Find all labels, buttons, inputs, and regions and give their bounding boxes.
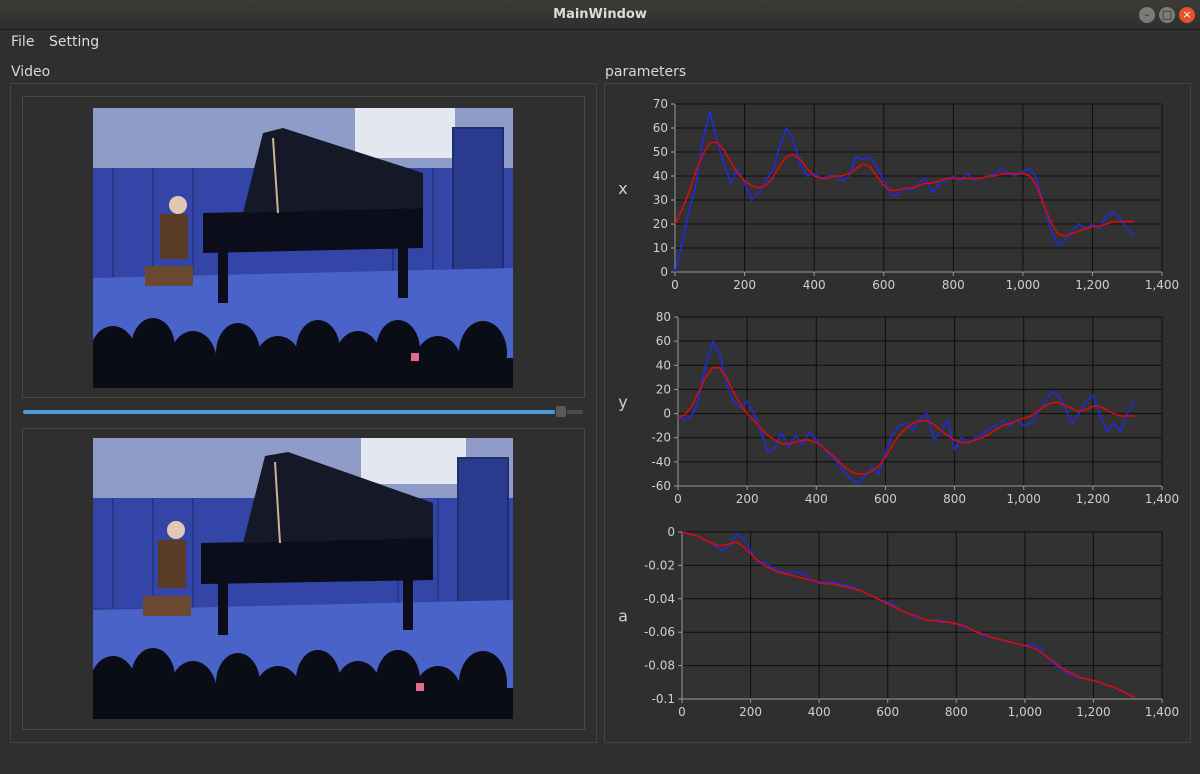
menu-setting[interactable]: Setting xyxy=(49,34,100,50)
original-video xyxy=(93,108,513,388)
y-tick-label: 10 xyxy=(653,241,668,255)
x-tick-label: 400 xyxy=(808,705,831,719)
title-bar: MainWindow – □ × xyxy=(0,0,1200,30)
y-chart: 0 200 400 600 800 1,000 1,200 1,400 -60 -40 -20 0 20… xyxy=(618,310,1179,506)
y-tick-label: -20 xyxy=(651,431,671,445)
smoothed-series-line xyxy=(681,531,1135,699)
x-tick-label: 600 xyxy=(874,492,897,506)
stabilized-video xyxy=(93,438,513,719)
a-chart: 0 200 400 600 800 1,000 1,200 1,400 -0.1 -0.08 -0.… xyxy=(618,525,1179,719)
close-icon[interactable]: × xyxy=(1179,7,1195,23)
x-tick-label: 1,200 xyxy=(1076,492,1110,506)
y-tick-label: 20 xyxy=(656,382,671,396)
x-tick-label: 200 xyxy=(736,492,759,506)
x-tick-label: 800 xyxy=(943,492,966,506)
x-tick-label: 200 xyxy=(739,705,762,719)
parameters-section-label: parameters xyxy=(605,64,687,80)
plot-area xyxy=(682,532,1162,699)
y-axis-label: x xyxy=(618,179,627,198)
x-tick-label: 1,000 xyxy=(1007,492,1041,506)
x-tick-label: 1,000 xyxy=(1008,705,1042,719)
menu-bar: File Setting xyxy=(0,30,1200,54)
x-tick-label: 800 xyxy=(945,705,968,719)
y-tick-label: 40 xyxy=(656,358,671,372)
y-tick-label: 20 xyxy=(653,217,668,231)
x-tick-label: 400 xyxy=(805,492,828,506)
y-tick-label: 80 xyxy=(656,310,671,324)
smoothed-series-line xyxy=(677,366,1135,475)
smoothed-series-line xyxy=(674,141,1135,237)
maximize-icon[interactable]: □ xyxy=(1159,7,1175,23)
y-tick-label: -40 xyxy=(651,455,671,469)
menu-file[interactable]: File xyxy=(11,34,35,50)
stabilized-video-image xyxy=(93,438,513,719)
y-tick-label: 60 xyxy=(656,334,671,348)
video-position-slider[interactable] xyxy=(23,405,583,418)
y-plot[interactable]: 0 200 400 600 800 1,000 1,200 1,400 -60 -40 -20 0 20… xyxy=(605,307,1190,521)
raw-series-line xyxy=(677,340,1135,485)
y-tick-label: -0.08 xyxy=(644,659,675,673)
x-tick-label: 600 xyxy=(872,278,895,292)
slider-handle[interactable] xyxy=(555,405,567,418)
y-tick-label: -0.06 xyxy=(644,625,675,639)
x-tick-label: 1,200 xyxy=(1076,705,1110,719)
original-video-image xyxy=(93,108,513,388)
x-tick-label: 0 xyxy=(674,492,682,506)
x-tick-label: 200 xyxy=(733,278,756,292)
x-tick-label: 0 xyxy=(678,705,686,719)
a-plot[interactable]: 0 200 400 600 800 1,000 1,200 1,400 -0.1 -0.08 -0.… xyxy=(605,522,1190,742)
x-chart: 0 200 400 600 800 1,000 1,200 1,400 0 10 20 30 40 50 6… xyxy=(618,97,1179,292)
x-tick-label: 1,200 xyxy=(1075,278,1109,292)
slider-fill xyxy=(23,410,555,414)
y-tick-label: -60 xyxy=(651,479,671,493)
y-tick-label: -0.02 xyxy=(644,558,675,572)
minimize-icon[interactable]: – xyxy=(1139,7,1155,23)
video-section-label: Video xyxy=(11,64,51,80)
plot-area xyxy=(675,104,1162,272)
y-tick-label: 0 xyxy=(667,525,675,539)
x-tick-label: 1,000 xyxy=(1006,278,1040,292)
y-tick-label: 0 xyxy=(660,265,668,279)
x-tick-label: 1,400 xyxy=(1145,278,1179,292)
plot-area xyxy=(678,317,1162,486)
y-tick-label: 0 xyxy=(663,407,671,421)
y-tick-label: -0.1 xyxy=(652,692,675,706)
x-tick-label: 400 xyxy=(803,278,826,292)
y-tick-label: 50 xyxy=(653,145,668,159)
y-tick-label: 60 xyxy=(653,121,668,135)
x-tick-label: 1,400 xyxy=(1145,705,1179,719)
x-tick-label: 1,400 xyxy=(1145,492,1179,506)
x-tick-label: 0 xyxy=(671,278,679,292)
y-tick-label: 30 xyxy=(653,193,668,207)
y-tick-label: 40 xyxy=(653,169,668,183)
y-axis-label: a xyxy=(618,607,628,626)
window-title: MainWindow xyxy=(553,7,647,22)
x-tick-label: 800 xyxy=(942,278,965,292)
y-tick-label: 70 xyxy=(653,97,668,111)
y-axis-label: y xyxy=(618,393,627,412)
x-tick-label: 600 xyxy=(876,705,899,719)
x-plot[interactable]: 0 200 400 600 800 1,000 1,200 1,400 0 10 20 30 40 50 6… xyxy=(605,92,1190,304)
y-tick-label: -0.04 xyxy=(644,592,675,606)
